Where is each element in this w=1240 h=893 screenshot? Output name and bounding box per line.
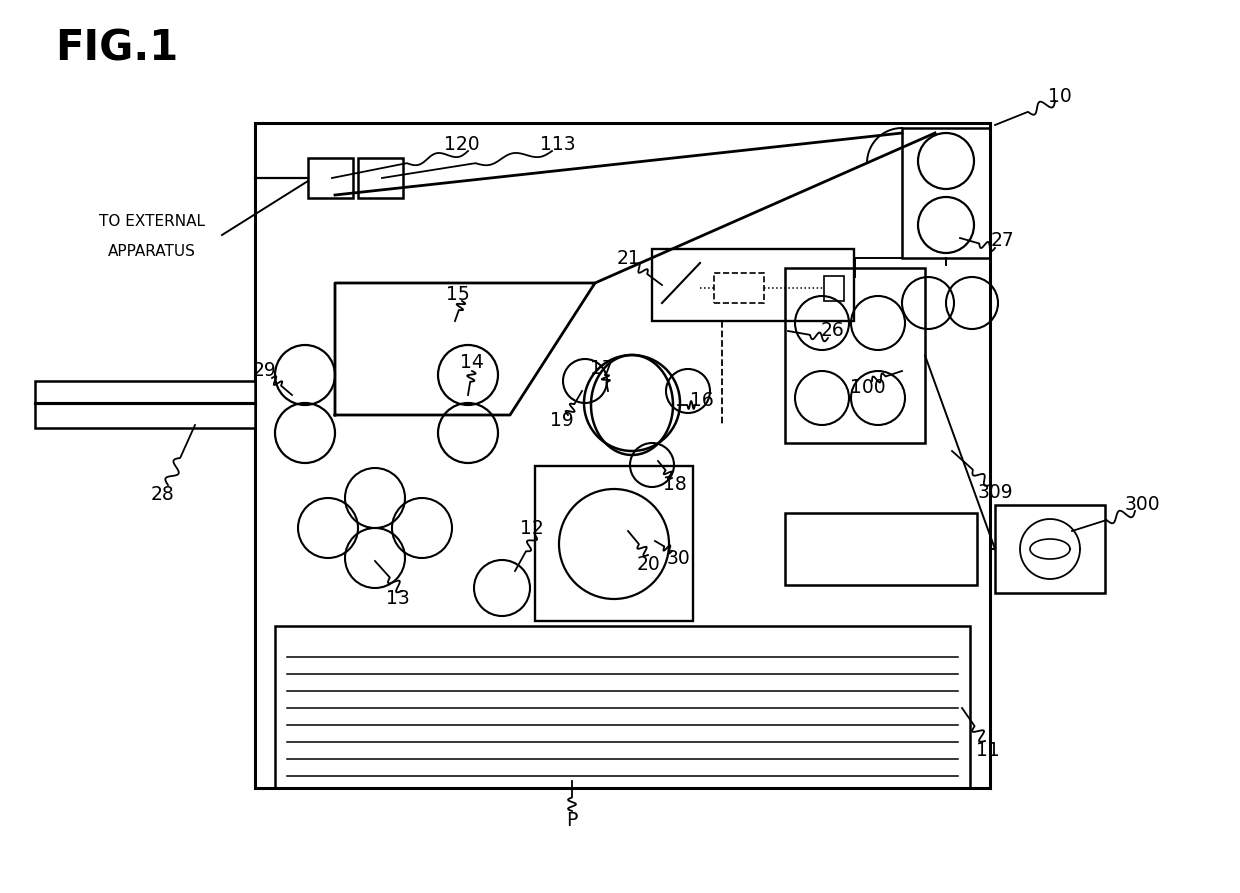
Text: 19: 19: [551, 412, 574, 430]
Bar: [35, 381, 255, 403]
Text: 11: 11: [976, 741, 999, 761]
Bar: [358, 158, 403, 198]
Bar: [994, 505, 1105, 593]
Text: 300: 300: [1125, 496, 1159, 514]
Text: 113: 113: [541, 136, 575, 154]
Bar: [652, 249, 854, 321]
Text: P: P: [567, 812, 578, 830]
Text: 21: 21: [616, 248, 640, 268]
Text: 29: 29: [253, 362, 277, 380]
Text: 15: 15: [446, 286, 470, 305]
Text: 12: 12: [520, 519, 544, 538]
Text: 27: 27: [990, 231, 1014, 251]
Text: APPARATUS: APPARATUS: [108, 244, 196, 258]
Bar: [275, 626, 970, 788]
Text: 10: 10: [1048, 87, 1071, 105]
Text: 20: 20: [636, 555, 660, 574]
Text: 14: 14: [460, 354, 484, 372]
Text: 13: 13: [386, 588, 410, 607]
Bar: [785, 513, 977, 585]
Bar: [714, 273, 764, 303]
Text: 309: 309: [977, 483, 1013, 503]
Text: FIG.1: FIG.1: [55, 27, 179, 69]
Text: 18: 18: [663, 475, 687, 495]
Bar: [825, 276, 844, 301]
Text: 16: 16: [691, 391, 714, 411]
Bar: [534, 466, 693, 621]
Bar: [901, 128, 990, 258]
Text: 17: 17: [590, 358, 614, 378]
Bar: [308, 158, 353, 198]
Text: 120: 120: [444, 136, 480, 154]
Bar: [785, 268, 925, 443]
Text: 28: 28: [150, 486, 174, 505]
Text: 26: 26: [820, 321, 844, 340]
Bar: [35, 403, 255, 428]
Text: 30: 30: [666, 548, 689, 567]
Text: 100: 100: [851, 379, 885, 397]
Text: TO EXTERNAL: TO EXTERNAL: [99, 213, 205, 229]
Bar: [255, 123, 990, 788]
